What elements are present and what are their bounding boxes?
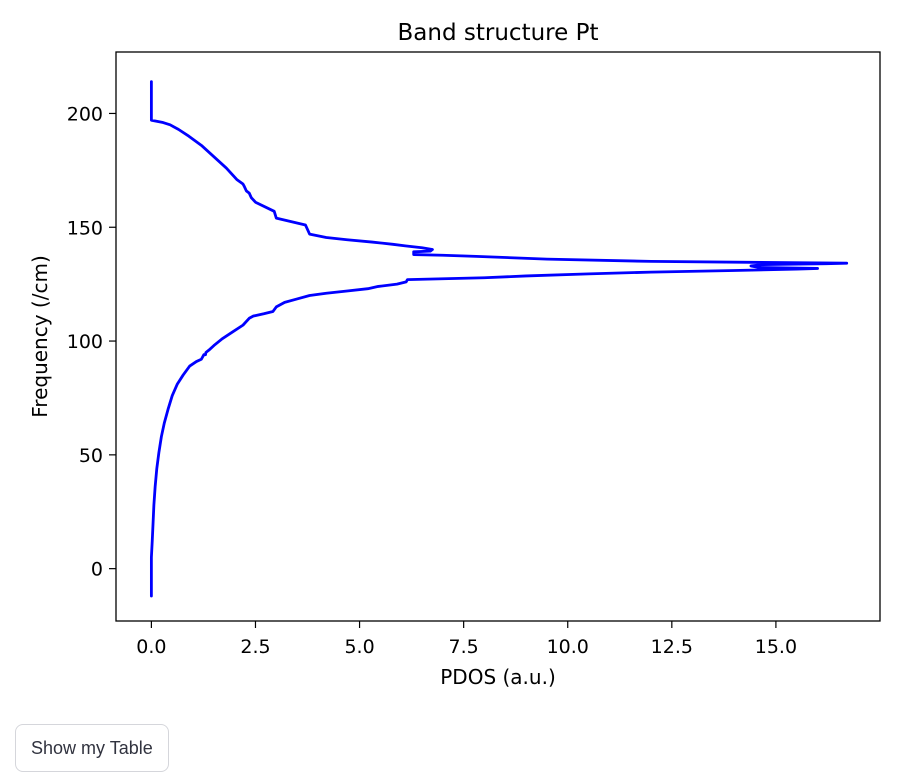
x-tick-label: 7.5 [449,636,479,658]
x-tick-label: 15.0 [755,636,797,658]
y-axis-label: Frequency (/cm) [28,255,52,418]
x-tick-label: 10.0 [547,636,589,658]
x-tick-label: 5.0 [344,636,374,658]
y-tick-label: 50 [79,445,103,467]
x-tick-label: 0.0 [136,636,166,658]
chart-title: Band structure Pt [398,20,599,46]
y-tick-label: 100 [67,331,103,353]
x-axis-label: PDOS (a.u.) [440,665,556,689]
show-table-button[interactable]: Show my Table [15,724,169,772]
y-tick-label: 0 [91,559,103,581]
plot-frame [115,51,881,622]
x-tick-label: 2.5 [240,636,270,658]
x-tick-label: 12.5 [651,636,693,658]
pdos-chart: 0.0 2.5 5.0 7.5 10.0 12.5 15.0 0 50 100 150 200 Band… [28,20,881,689]
chart-container: 0.0 2.5 5.0 7.5 10.0 12.5 15.0 0 50 100 150 200 Band… [28,20,881,689]
y-tick-label: 150 [67,217,103,239]
y-tick-label: 200 [67,103,103,125]
pdos-series-line-0 [149,80,849,598]
